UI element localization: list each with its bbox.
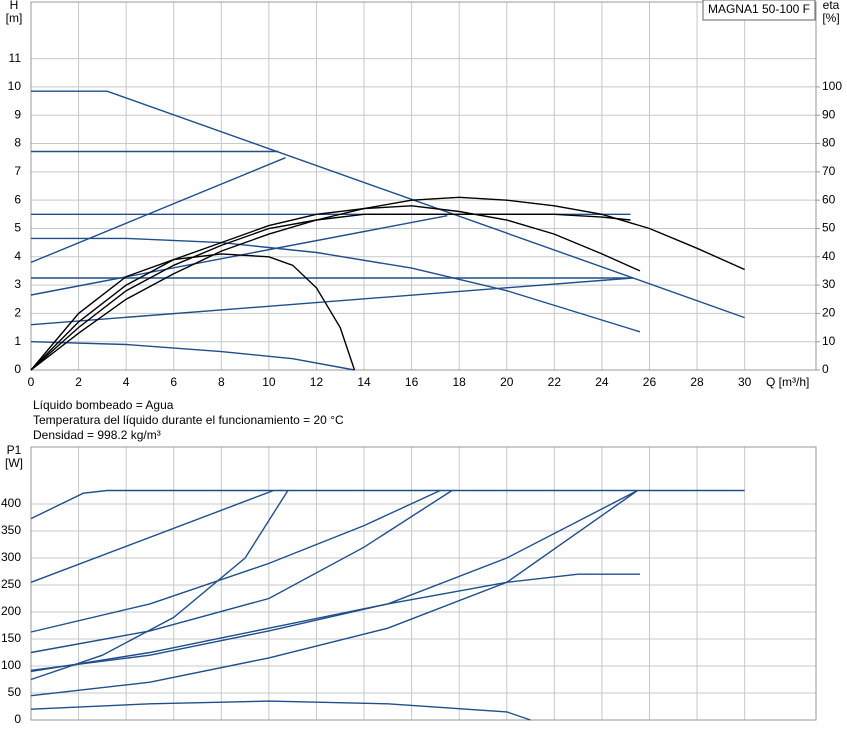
- grid: [30, 2, 816, 721]
- y2-tick-label: 40: [822, 249, 836, 263]
- x-tick-label: 2: [75, 375, 82, 389]
- x-tick-label: 0: [28, 375, 35, 389]
- y2-tick-label: 100: [822, 79, 842, 93]
- y-tick-label: 100: [1, 658, 21, 672]
- y-tick-label: 350: [1, 523, 21, 537]
- y-tick-label: 3: [14, 277, 21, 291]
- y-tick-label: 8: [14, 136, 21, 150]
- y-tick-label: 6: [14, 192, 21, 206]
- y-tick-label: 150: [1, 631, 21, 645]
- y-label: P1: [7, 443, 22, 457]
- x-tick-label: 6: [170, 375, 177, 389]
- x-label: Q [m³/h]: [766, 375, 809, 389]
- x-tick-label: 12: [310, 375, 324, 389]
- bottom-frame: [30, 446, 817, 721]
- y2-tick-label: 70: [822, 164, 836, 178]
- efficiency-curve: [30, 205, 641, 371]
- y-unit: [m]: [6, 11, 23, 25]
- y2-tick-label: 20: [822, 306, 836, 320]
- curve: [30, 700, 531, 721]
- y-tick-label: 250: [1, 577, 21, 591]
- title-box: [702, 0, 816, 21]
- efficiency-curve: [30, 196, 745, 371]
- x-tick-label: 26: [643, 375, 657, 389]
- y2-tick-label: 50: [822, 221, 836, 235]
- y-tick-label: 0: [14, 362, 21, 376]
- curve: [31, 237, 641, 333]
- y2-label: eta: [823, 0, 840, 12]
- note: Líquido bombeado = Agua: [33, 398, 174, 412]
- note: Densidad = 998.2 kg/m³: [33, 428, 161, 442]
- x-tick-label: 8: [218, 375, 225, 389]
- x-tick-label: 4: [123, 375, 130, 389]
- y2-tick-label: 60: [822, 192, 836, 206]
- y-tick-label: 9: [14, 107, 21, 121]
- x-tick-label: 30: [738, 375, 752, 389]
- curve: [30, 573, 640, 673]
- efficiency-curve: [30, 213, 631, 371]
- x-tick-label: 22: [548, 375, 562, 389]
- y-tick-label: 11: [9, 51, 22, 65]
- top-frame: [30, 1, 817, 371]
- curve: [30, 277, 633, 326]
- y2-tick-label: 10: [822, 334, 836, 348]
- x-tick-label: 18: [453, 375, 467, 389]
- x-tick-label: 16: [405, 375, 419, 389]
- chart-title: MAGNA1 50-100 F: [708, 2, 810, 16]
- y2-tick-label: 80: [822, 136, 836, 150]
- x-tick-label: 10: [262, 375, 276, 389]
- curve: [30, 489, 274, 583]
- x-tick-label: 20: [500, 375, 514, 389]
- curve: [30, 489, 638, 671]
- y-tick-label: 300: [1, 550, 21, 564]
- curve: [30, 489, 745, 520]
- y-tick-label: 50: [8, 685, 22, 699]
- y-tick-label: 7: [14, 164, 21, 178]
- note: Temperatura del líquido durante el funci…: [33, 413, 344, 427]
- curve: [30, 489, 453, 654]
- y-tick-label: 1: [14, 334, 21, 348]
- curve: [30, 157, 286, 264]
- y-tick-label: 10: [8, 79, 22, 93]
- x-tick-label: 28: [690, 375, 704, 389]
- curve: [30, 341, 355, 371]
- y2-tick-label: 30: [822, 277, 836, 291]
- y-unit: [W]: [5, 456, 23, 470]
- x-tick-label: 24: [595, 375, 609, 389]
- curve: [30, 489, 639, 697]
- y-tick-label: 400: [1, 496, 21, 510]
- x-tick-label: 14: [357, 375, 371, 389]
- y-tick-label: 5: [14, 221, 21, 235]
- curve: [30, 489, 441, 633]
- curve: [31, 90, 745, 319]
- y2-tick-label: 0: [822, 362, 829, 376]
- y-tick-label: 0: [14, 712, 21, 726]
- y2-tick-label: 90: [822, 107, 836, 121]
- y-tick-label: 200: [1, 604, 21, 618]
- y-tick-label: 2: [14, 306, 21, 320]
- y2-unit: [%]: [822, 11, 839, 25]
- y-tick-label: 4: [14, 249, 21, 263]
- y-label: H: [10, 0, 19, 12]
- efficiency-curve: [30, 253, 356, 371]
